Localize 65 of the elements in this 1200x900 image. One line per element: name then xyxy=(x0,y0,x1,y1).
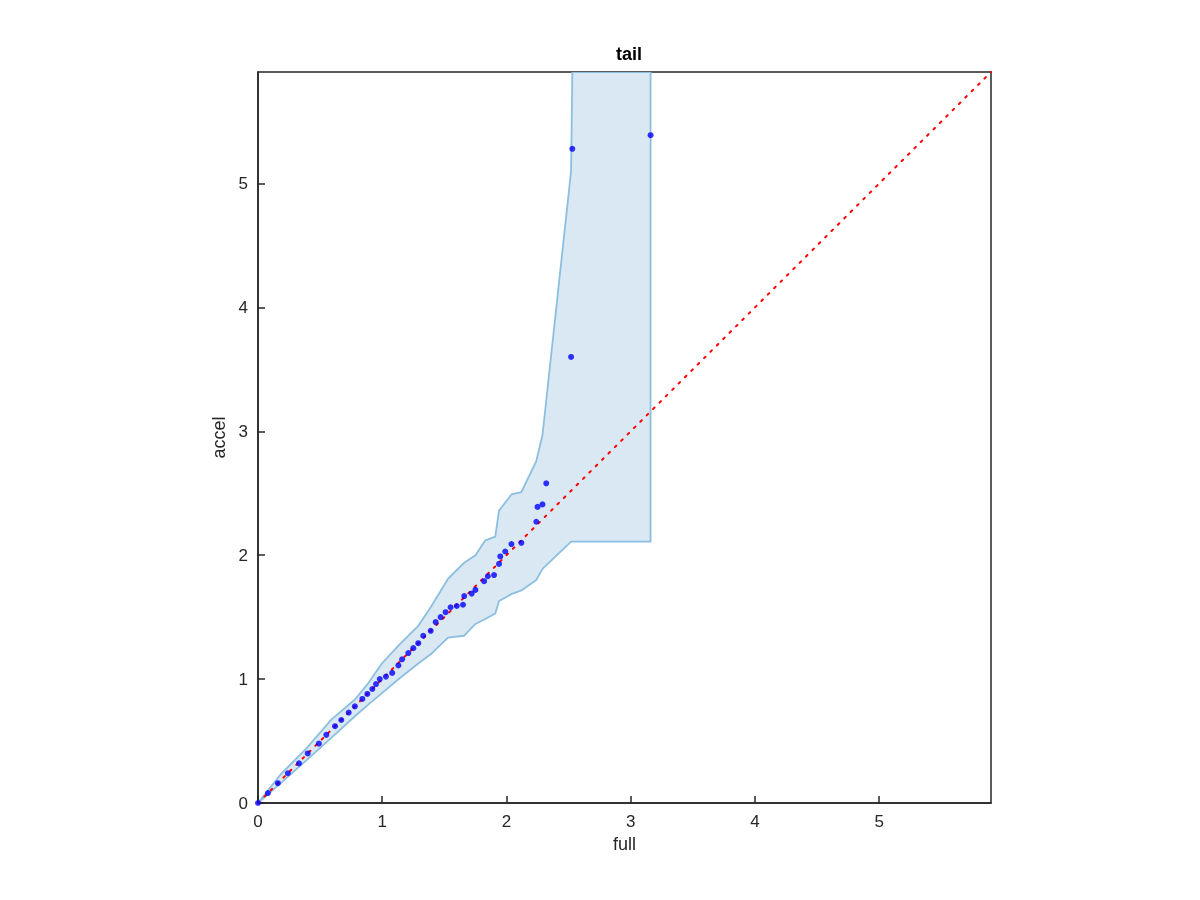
y-tick-label: 0 xyxy=(238,793,248,813)
x-tick-label: 1 xyxy=(377,812,387,831)
point xyxy=(315,740,322,747)
x-tick-label: 4 xyxy=(750,812,760,831)
point xyxy=(323,731,330,738)
point xyxy=(518,539,525,546)
point xyxy=(533,518,540,525)
point xyxy=(359,695,366,702)
y-tick-label: 5 xyxy=(238,174,248,194)
point xyxy=(296,760,302,767)
point xyxy=(442,609,449,616)
y-axis-title: accel xyxy=(208,416,229,459)
point xyxy=(427,627,434,634)
point xyxy=(496,560,503,567)
point xyxy=(468,590,475,597)
point xyxy=(432,619,439,626)
point xyxy=(399,656,406,663)
point xyxy=(420,632,427,639)
point xyxy=(502,548,509,555)
y-tick-label: 4 xyxy=(238,297,248,317)
x-tick-label: 2 xyxy=(501,812,512,831)
x-tick-label: 5 xyxy=(874,812,884,831)
point xyxy=(415,640,422,647)
point xyxy=(410,645,417,652)
point xyxy=(338,716,345,723)
point xyxy=(543,480,550,487)
point xyxy=(382,673,389,680)
point xyxy=(284,770,291,777)
point xyxy=(405,650,412,657)
y-tick-label: 1 xyxy=(238,669,248,689)
x-axis-title: full xyxy=(612,833,637,854)
point xyxy=(508,541,515,548)
point xyxy=(497,553,504,560)
point xyxy=(437,614,444,621)
chart-title: tail xyxy=(615,44,643,64)
y-tick-label: 3 xyxy=(238,421,248,441)
point xyxy=(373,681,380,688)
point xyxy=(389,669,396,676)
point xyxy=(395,662,402,669)
point xyxy=(332,723,339,730)
point xyxy=(534,503,541,510)
x-tick-label: 0 xyxy=(253,812,263,831)
point xyxy=(364,690,371,697)
point xyxy=(447,604,454,611)
point xyxy=(461,593,468,600)
point xyxy=(264,790,271,797)
point xyxy=(472,586,479,593)
point xyxy=(304,750,311,757)
point xyxy=(453,603,460,609)
point xyxy=(481,578,488,585)
point xyxy=(569,145,576,152)
point xyxy=(369,686,376,693)
point xyxy=(460,601,466,608)
y-tick-label: 2 xyxy=(238,545,248,565)
point xyxy=(255,800,261,806)
point xyxy=(484,573,491,580)
point xyxy=(539,501,546,508)
point xyxy=(491,572,498,579)
point xyxy=(647,132,654,139)
point xyxy=(274,780,281,787)
line-series xyxy=(257,71,992,804)
x-tick-label: 3 xyxy=(625,812,636,831)
point xyxy=(568,353,575,360)
point xyxy=(376,676,383,683)
point xyxy=(351,703,358,710)
